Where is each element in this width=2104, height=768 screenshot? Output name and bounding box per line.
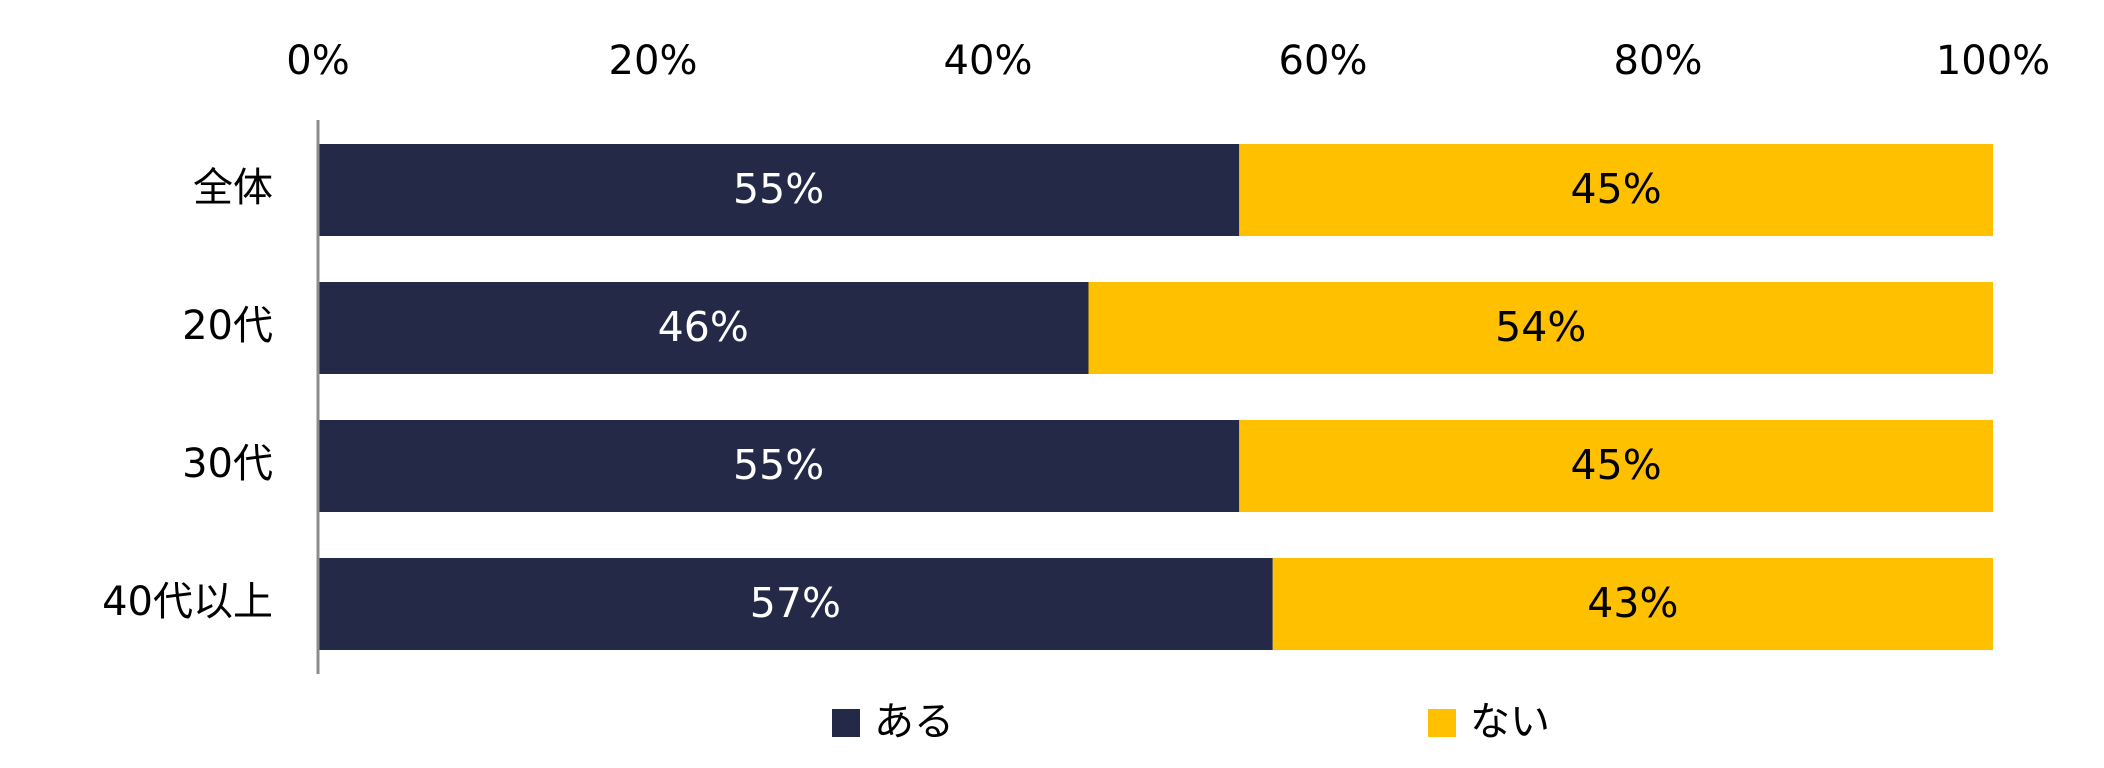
category-label: 30代 bbox=[182, 441, 273, 487]
legend: ある ない bbox=[832, 699, 1550, 745]
bar-nai bbox=[1088, 282, 1993, 374]
x-tick-label: 60% bbox=[1279, 38, 1368, 84]
x-tick-label: 80% bbox=[1614, 38, 1703, 84]
x-tick-label: 40% bbox=[944, 38, 1033, 84]
bar-aru bbox=[318, 558, 1273, 650]
data-label: 46% bbox=[658, 303, 749, 351]
bar-nai bbox=[1239, 420, 1993, 512]
data-label: 55% bbox=[733, 165, 824, 213]
data-label: 45% bbox=[1571, 165, 1662, 213]
category-labels: 全体 20代 30代 40代以上 bbox=[102, 165, 273, 625]
data-label: 57% bbox=[750, 579, 841, 627]
bar-aru bbox=[318, 282, 1089, 374]
legend-swatch bbox=[1428, 709, 1456, 737]
data-label: 54% bbox=[1495, 303, 1586, 351]
legend-label: ある bbox=[874, 699, 954, 745]
legend-swatch bbox=[832, 709, 860, 737]
bar-nai bbox=[1272, 558, 1993, 650]
bar-aru bbox=[318, 144, 1240, 236]
data-label: 55% bbox=[733, 441, 824, 489]
category-label: 全体 bbox=[193, 165, 273, 211]
bars: 55% 45% 46% 54% 55% 45% 57% 43% bbox=[318, 144, 1993, 650]
x-tick-label: 100% bbox=[1936, 38, 2050, 84]
legend-label: ない bbox=[1470, 699, 1550, 745]
x-tick-label: 0% bbox=[286, 38, 349, 84]
category-label: 20代 bbox=[182, 303, 273, 349]
x-axis-ticks: 0% 20% 40% 60% 80% 100% bbox=[286, 38, 2050, 84]
bar-aru bbox=[318, 420, 1240, 512]
category-label: 40代以上 bbox=[102, 579, 273, 625]
x-tick-label: 20% bbox=[609, 38, 698, 84]
data-label: 43% bbox=[1587, 579, 1678, 627]
bar-nai bbox=[1239, 144, 1993, 236]
data-label: 45% bbox=[1571, 441, 1662, 489]
